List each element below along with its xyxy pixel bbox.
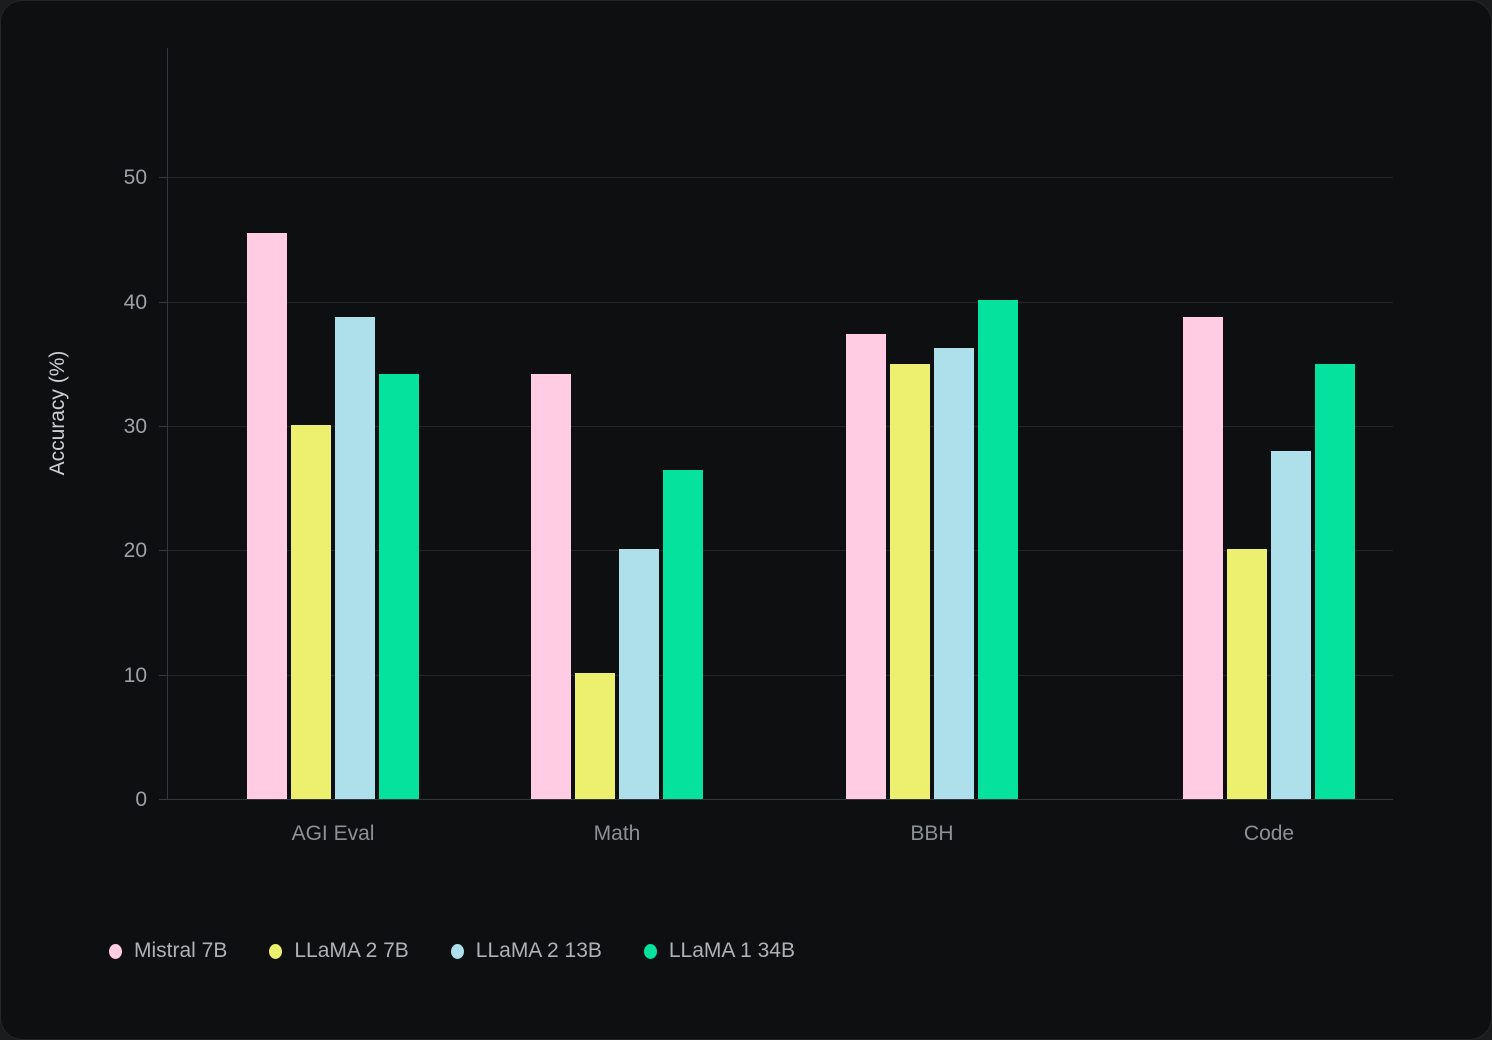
- bar-llama-1-34b-code: [1315, 363, 1355, 799]
- y-tick-mark-20: [159, 550, 167, 551]
- y-tick-label-20: 20: [123, 539, 147, 562]
- x-category-label-bbh: BBH: [910, 822, 954, 845]
- bar-llama-1-34b-agi-eval: [379, 373, 419, 799]
- y-tick-label-10: 10: [123, 664, 147, 687]
- x-category-label-agi-eval: AGI Eval: [291, 822, 375, 845]
- bar-llama-2-13b-agi-eval: [335, 316, 375, 799]
- y-axis-line: [167, 48, 168, 799]
- y-tick-label-0: 0: [135, 788, 147, 811]
- bar-mistral-7b-bbh: [846, 334, 886, 799]
- y-tick-mark-30: [159, 426, 167, 427]
- legend-dot-mistral-7b: [109, 943, 122, 959]
- legend-item-llama-2-13b[interactable]: LLaMA 2 13B: [450, 939, 602, 963]
- legend-label-mistral-7b: Mistral 7B: [134, 939, 228, 962]
- gridline-30: [167, 426, 1393, 427]
- bar-llama-2-13b-code: [1271, 450, 1311, 799]
- legend-dot-llama-2-7b: [269, 943, 283, 959]
- gridline-50: [167, 177, 1393, 178]
- bar-mistral-7b-code: [1183, 316, 1223, 799]
- bar-llama-2-7b-bbh: [890, 363, 930, 799]
- x-category-label-code: Code: [1243, 822, 1295, 845]
- y-tick-mark-50: [159, 177, 167, 178]
- legend-dot-llama-2-13b: [450, 943, 464, 959]
- legend-label-llama-2-7b: LLaMA 2 7B: [294, 939, 409, 962]
- y-tick-mark-40: [159, 302, 167, 303]
- bar-llama-2-7b-code: [1227, 549, 1267, 799]
- legend-item-llama-1-34b[interactable]: LLaMA 1 34B: [643, 939, 795, 963]
- bar-mistral-7b-math: [531, 373, 571, 799]
- bar-llama-2-13b-math: [619, 549, 659, 799]
- bar-llama-2-7b-math: [575, 673, 615, 799]
- bar-group-bbh: [846, 48, 1018, 799]
- bar-group-code: [1183, 48, 1355, 799]
- bar-llama-1-34b-bbh: [978, 300, 1018, 799]
- y-tick-label-30: 30: [123, 415, 147, 438]
- bar-llama-1-34b-math: [663, 469, 703, 799]
- bar-group-agi-eval: [247, 48, 419, 799]
- y-tick-mark-0: [159, 799, 167, 800]
- legend-dot-llama-1-34b: [643, 943, 657, 959]
- gridline-20: [167, 550, 1393, 551]
- y-tick-mark-10: [159, 675, 167, 676]
- legend-label-llama-2-13b: LLaMA 2 13B: [475, 939, 602, 962]
- gridline-40: [167, 302, 1393, 303]
- x-category-label-math: Math: [593, 822, 641, 845]
- bar-llama-2-13b-bbh: [934, 347, 974, 799]
- bar-llama-2-7b-agi-eval: [291, 424, 331, 799]
- legend-item-mistral-7b[interactable]: Mistral 7B: [109, 939, 227, 963]
- legend-item-llama-2-7b[interactable]: LLaMA 2 7B: [269, 939, 409, 963]
- x-axis-line: [167, 799, 1393, 800]
- bar-group-math: [531, 48, 703, 799]
- legend-label-llama-1-34b: LLaMA 1 34B: [668, 939, 795, 962]
- gridline-10: [167, 675, 1393, 676]
- y-tick-label-40: 40: [123, 291, 147, 314]
- bar-mistral-7b-agi-eval: [247, 233, 287, 799]
- legend: Mistral 7B LLaMA 2 7B LLaMA 2 13B LLaMA 1 3…: [109, 939, 795, 963]
- y-tick-label-50: 50: [123, 166, 147, 189]
